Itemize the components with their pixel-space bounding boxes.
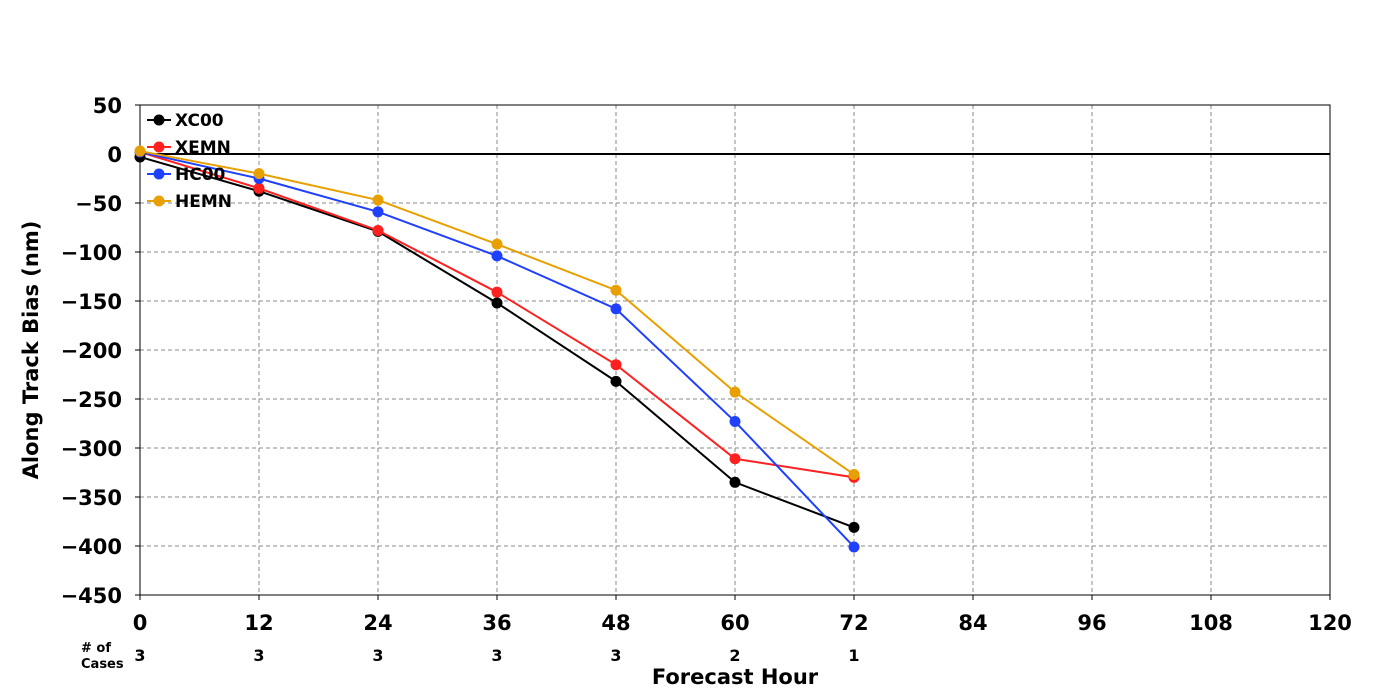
legend-label: XEMN [175, 138, 231, 158]
y-tick-label: −250 [61, 388, 122, 412]
data-point [372, 224, 384, 236]
legend-marker [153, 168, 165, 180]
x-tick-label: 96 [1077, 611, 1106, 635]
x-tick-label: 36 [482, 611, 511, 635]
data-point [253, 168, 265, 180]
cases-count: 3 [372, 646, 383, 665]
cases-count: 3 [134, 646, 145, 665]
x-axis-title: Forecast Hour [652, 665, 819, 689]
x-tick-label: 72 [839, 611, 868, 635]
cases-label-line2: Cases [81, 657, 124, 672]
y-tick-label: −350 [61, 486, 122, 510]
series-lines [134, 145, 860, 553]
legend-label: HEMN [175, 192, 232, 212]
y-tick-label: −300 [61, 437, 122, 461]
series-xc00 [134, 151, 860, 533]
data-point [610, 284, 622, 296]
data-point [372, 206, 384, 218]
data-point [848, 521, 860, 533]
x-tick-label: 48 [601, 611, 630, 635]
legend-item-xemn: XEMN [147, 138, 231, 158]
x-axis-ticks: 0 12 24 36 48 60 72 84 96 108 120 [133, 595, 1352, 635]
cases-row: # of Cases 3 3 3 3 3 2 1 [81, 641, 860, 672]
x-tick-label: 108 [1189, 611, 1233, 635]
x-tick-label: 120 [1308, 611, 1352, 635]
x-tick-label: 60 [720, 611, 749, 635]
data-point [729, 476, 741, 488]
legend-marker [153, 195, 165, 207]
data-point [610, 375, 622, 387]
legend-marker [153, 141, 165, 153]
y-axis-ticks: 50 0 −50 −100 −150 −200 −250 −300 −350 −400 −450 [61, 94, 140, 608]
data-point [610, 303, 622, 315]
cases-label-line1: # of [81, 641, 111, 656]
cases-count: 1 [848, 646, 859, 665]
cases-count: 3 [491, 646, 502, 665]
data-point [729, 453, 741, 465]
series-hemn [134, 145, 860, 480]
legend-label: XC00 [175, 111, 224, 131]
legend-item-xc00: XC00 [147, 111, 224, 131]
y-tick-label: −200 [61, 339, 122, 363]
y-tick-label: −400 [61, 535, 122, 559]
data-point [491, 238, 503, 250]
y-tick-label: −450 [61, 584, 122, 608]
data-point [134, 145, 146, 157]
y-tick-label: −50 [75, 192, 122, 216]
data-point [848, 541, 860, 553]
data-point [848, 468, 860, 480]
x-tick-label: 84 [958, 611, 987, 635]
data-point [729, 416, 741, 428]
cases-count: 2 [729, 646, 740, 665]
legend-marker [153, 114, 165, 126]
data-point [372, 194, 384, 206]
legend-item-hc00: HC00 [147, 165, 226, 185]
y-tick-label: 0 [107, 143, 122, 167]
legend: XC00 XEMN HC00 HEMN [147, 111, 232, 212]
x-tick-label: 12 [244, 611, 273, 635]
x-tick-label: 24 [363, 611, 392, 635]
data-point [729, 386, 741, 398]
x-tick-label: 0 [133, 611, 148, 635]
y-tick-label: 50 [93, 94, 122, 118]
data-point [491, 250, 503, 262]
y-axis-title: Along Track Bias (nm) [19, 221, 43, 480]
data-point [491, 286, 503, 298]
y-tick-label: −100 [61, 241, 122, 265]
grid-lines [140, 105, 1330, 595]
data-point [491, 297, 503, 309]
data-point [253, 182, 265, 194]
data-point [610, 359, 622, 371]
y-tick-label: −150 [61, 290, 122, 314]
legend-item-hemn: HEMN [147, 192, 232, 212]
cases-count: 3 [610, 646, 621, 665]
cases-count: 3 [253, 646, 264, 665]
legend-label: HC00 [175, 165, 226, 185]
